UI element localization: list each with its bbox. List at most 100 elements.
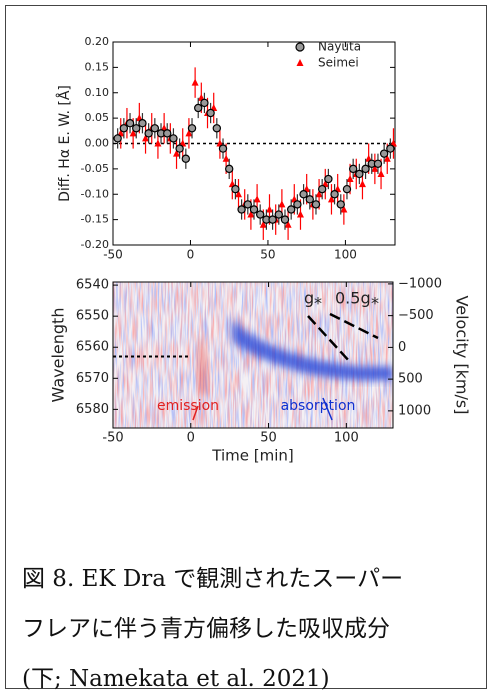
data-point [379, 149, 389, 158]
heatmap [113, 282, 393, 428]
data-point [284, 220, 292, 228]
data-point [225, 164, 234, 174]
y-tick-label: 0.10 [85, 86, 110, 99]
data-point [278, 200, 286, 208]
annotation: g [304, 289, 314, 308]
data-point [355, 169, 364, 179]
y2-axis-label: Velocity [km/s] [453, 296, 472, 415]
data-point [340, 205, 348, 213]
data-point [175, 144, 184, 153]
data-point [324, 174, 333, 184]
annotation: * [371, 294, 379, 313]
y2-tick-label: 0 [398, 340, 406, 355]
data-point [386, 144, 395, 153]
y-tick-label: 0.15 [85, 60, 110, 73]
absorption-arrow [322, 397, 333, 421]
data-point [371, 164, 379, 172]
data-point [119, 124, 129, 133]
data-point [348, 164, 358, 174]
data-point [113, 134, 122, 143]
emission-arrow [192, 405, 199, 421]
data-point [305, 195, 314, 204]
data-point [144, 129, 153, 138]
data-point [231, 184, 240, 194]
g-lines [307, 312, 379, 363]
y-axis-label: Diff. Hα E. W. [Å] [56, 85, 73, 202]
x-tick-label: -50 [102, 431, 123, 446]
legend-label: Seimei [318, 56, 359, 70]
data-point [235, 190, 243, 198]
x-tick-label: 100 [334, 431, 359, 446]
data-point [330, 190, 339, 199]
data-point [280, 215, 290, 224]
caption-line: フレアに伴う青方偏移した吸収成分 [22, 616, 390, 642]
annotation: 0.5g [335, 289, 371, 308]
data-point [299, 190, 308, 199]
data-point [169, 134, 178, 143]
x-tick-label: 50 [260, 431, 277, 446]
y-tick-label: 6540 [76, 278, 109, 293]
caption-line: (下; Namekata et al. 2021) [22, 666, 330, 692]
data-point [311, 200, 321, 209]
legend-marker [296, 59, 304, 66]
data-point [187, 124, 197, 133]
data-point [358, 180, 366, 188]
caption-line: 図 8. EK Dra で観測されたスーパー [22, 566, 403, 592]
data-point [181, 154, 191, 163]
data-point [274, 210, 283, 219]
y-tick-label: 0.00 [85, 137, 110, 150]
y-tick-label: 6560 [76, 340, 109, 355]
y-tick-label: -0.05 [81, 162, 109, 175]
data-point [125, 118, 135, 128]
y-tick-label: -0.15 [81, 213, 109, 226]
data-point [218, 144, 228, 153]
data-point [206, 108, 215, 118]
x-axis-label: Time [min] [211, 447, 293, 465]
data-point [154, 139, 162, 147]
y-tick-label: 6570 [76, 371, 109, 386]
data-point [293, 200, 302, 209]
y-tick-label: 0.05 [85, 111, 110, 124]
data-point [132, 124, 141, 133]
y-axis-label: Wavelength [49, 308, 68, 403]
y-tick-label: 0.20 [85, 35, 110, 48]
data-point [346, 175, 354, 183]
plot-frame [112, 281, 394, 429]
annotation: * [314, 294, 322, 313]
data-point [173, 149, 181, 157]
data-point [296, 210, 304, 218]
y2-tick-label: −500 [398, 308, 434, 323]
data-point [129, 129, 137, 137]
data-point [255, 210, 265, 219]
data-point [200, 98, 209, 108]
data-point [383, 154, 391, 162]
frame [5, 5, 487, 689]
data-point [222, 154, 230, 162]
data-point [142, 134, 150, 142]
x-tick-label: 0 [187, 248, 195, 262]
x-tick-label: 50 [260, 248, 275, 262]
data-point [253, 195, 261, 203]
data-point [361, 164, 370, 174]
y2-tick-label: 500 [398, 372, 423, 387]
x-tick-label: -50 [103, 248, 123, 262]
annotation: emission [157, 398, 219, 414]
data-point [265, 205, 273, 213]
data-point [243, 200, 253, 209]
data-point [237, 205, 246, 214]
data-point [138, 118, 147, 128]
y-tick-label: -0.10 [81, 187, 109, 200]
data-point [212, 124, 222, 133]
y-tick-label: -0.20 [81, 238, 109, 251]
data-point [342, 184, 352, 194]
x-tick-label: 0 [187, 431, 195, 446]
y-tick-label: 6550 [76, 309, 109, 324]
plot-data [113, 67, 397, 240]
data-point [377, 169, 385, 177]
data-point [191, 78, 199, 86]
data-point [336, 200, 345, 209]
data-point [194, 103, 203, 113]
data-point [327, 195, 335, 203]
